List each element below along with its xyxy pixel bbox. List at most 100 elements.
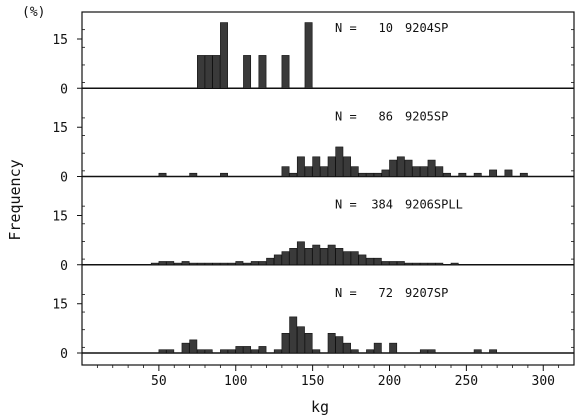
- histogram-bar: [312, 156, 321, 177]
- histogram-bar: [258, 55, 267, 89]
- histogram-bar: [473, 172, 482, 177]
- histogram-bar: [327, 244, 336, 266]
- x-tick-label: 50: [151, 374, 167, 389]
- histogram-bar: [343, 156, 351, 177]
- panel-n-value: 72: [379, 286, 393, 300]
- histogram-bar: [304, 332, 313, 354]
- histogram-bar: [350, 349, 359, 354]
- histogram-bar: [204, 55, 213, 89]
- y-unit-label: (%): [22, 5, 45, 20]
- histogram-bar: [296, 241, 305, 266]
- histogram-bar: [204, 349, 213, 354]
- histogram-bar: [235, 261, 244, 266]
- panel-sample-id: 9206SPLL: [405, 198, 463, 212]
- histogram-bar: [296, 326, 305, 354]
- histogram-bar: [389, 159, 398, 177]
- histogram-bar: [419, 262, 428, 266]
- histogram-bar: [366, 349, 375, 354]
- histogram-bar: [419, 349, 428, 354]
- axes-frame: [81, 11, 575, 366]
- histogram-bar: [427, 159, 436, 177]
- histogram-bar: [419, 166, 428, 177]
- histogram-bar: [250, 349, 259, 354]
- histogram-bar: [320, 248, 328, 266]
- histogram-bar: [273, 349, 282, 354]
- x-tick-label: 300: [532, 374, 555, 389]
- histogram-bar: [373, 172, 382, 177]
- histogram-bar: [266, 257, 275, 266]
- histogram-bar: [335, 336, 344, 354]
- histogram-bar: [158, 349, 167, 354]
- histogram-bar: [327, 332, 336, 354]
- histogram-bar: [327, 156, 336, 177]
- histogram-bar: [343, 342, 351, 354]
- histogram-bar: [181, 342, 190, 354]
- histogram-bar: [458, 172, 467, 177]
- histogram-bar: [435, 262, 444, 266]
- panel-n-value: 10: [379, 21, 393, 35]
- x-axis-label: kg: [311, 398, 329, 416]
- histogram-bar: [381, 261, 390, 266]
- histogram-bar: [389, 261, 398, 266]
- labels-layer: N = 10 9204SP N = 86 9205SP N = 384 9206SPLL N = 7…: [335, 21, 463, 300]
- histogram-bar: [166, 349, 175, 354]
- histogram-bar: [289, 172, 298, 177]
- histogram-bar: [435, 166, 444, 177]
- histogram-bar: [489, 349, 498, 354]
- y-tick-label: 15: [52, 298, 68, 313]
- histogram-bar: [404, 159, 413, 177]
- histogram-bar: [166, 261, 175, 266]
- histogram-bar: [412, 262, 421, 266]
- histogram-bar: [273, 254, 282, 266]
- histogram-bar: [335, 248, 344, 266]
- histogram-bar: [189, 339, 198, 354]
- histogram-bar: [258, 346, 267, 354]
- histogram-bar: [189, 172, 198, 177]
- histogram-bar: [197, 262, 205, 266]
- histogram-bar: [304, 248, 313, 266]
- histogram-bar: [181, 261, 190, 266]
- histogram-bar: [320, 166, 328, 177]
- y-tick-label: 15: [52, 209, 68, 224]
- histogram-bar: [312, 349, 321, 354]
- histogram-bar: [173, 262, 182, 266]
- histogram-bar: [281, 251, 290, 266]
- panel-n-value: 384: [371, 198, 393, 212]
- histogram-bar: [396, 156, 405, 177]
- histogram-bar: [204, 262, 213, 266]
- histogram-bar: [504, 169, 513, 177]
- histogram-bar: [158, 172, 167, 177]
- histogram-bar: [258, 261, 267, 266]
- histogram-bar: [427, 262, 436, 266]
- panel-n-label: N =: [335, 198, 357, 212]
- histogram-bar: [443, 172, 451, 177]
- histogram-bar: [412, 166, 421, 177]
- histogram-bar: [220, 349, 228, 354]
- histogram-bar: [358, 254, 367, 266]
- histogram-bar: [389, 342, 398, 354]
- histogram-bar: [350, 166, 359, 177]
- histogram-bar: [227, 349, 236, 354]
- histogram-bar: [243, 346, 252, 354]
- histogram-bar: [220, 172, 228, 177]
- histogram-bar: [281, 166, 290, 177]
- panel-sample-id: 9204SP: [405, 21, 448, 35]
- plot-frame: [81, 11, 575, 366]
- histogram-bar: [489, 169, 498, 177]
- histogram-bar: [396, 261, 405, 266]
- x-tick-label: 150: [301, 374, 324, 389]
- histogram-bar: [289, 248, 298, 266]
- y-tick-label: 15: [52, 121, 68, 136]
- x-tick-label: 100: [224, 374, 247, 389]
- histogram-bar: [335, 146, 344, 177]
- histogram-bar: [243, 55, 252, 89]
- histogram-bar: [189, 262, 198, 266]
- histogram-bar: [243, 262, 252, 266]
- histogram-bar: [220, 262, 228, 266]
- y-tick-label: 0: [60, 259, 68, 274]
- histogram-bar: [373, 342, 382, 354]
- histogram-bar: [366, 172, 375, 177]
- histogram-bar: [343, 251, 351, 266]
- histogram-bar: [519, 172, 528, 177]
